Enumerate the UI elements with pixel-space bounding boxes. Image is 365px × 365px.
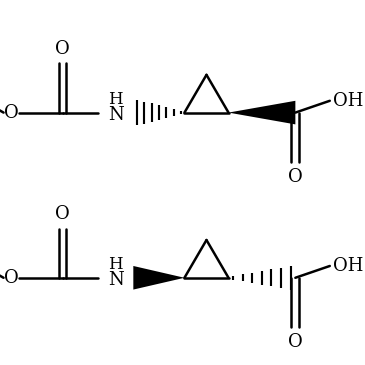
Text: O: O	[55, 205, 70, 223]
Text: O: O	[55, 40, 70, 58]
Text: H: H	[108, 257, 123, 273]
Text: N: N	[108, 105, 123, 124]
Text: O: O	[288, 168, 303, 185]
Text: O: O	[4, 269, 19, 287]
Text: H: H	[108, 91, 123, 108]
Text: OH: OH	[333, 92, 364, 110]
Polygon shape	[133, 266, 184, 289]
Text: N: N	[108, 271, 123, 289]
Polygon shape	[228, 101, 295, 124]
Text: O: O	[4, 104, 19, 122]
Text: O: O	[288, 333, 303, 351]
Text: OH: OH	[333, 257, 364, 275]
